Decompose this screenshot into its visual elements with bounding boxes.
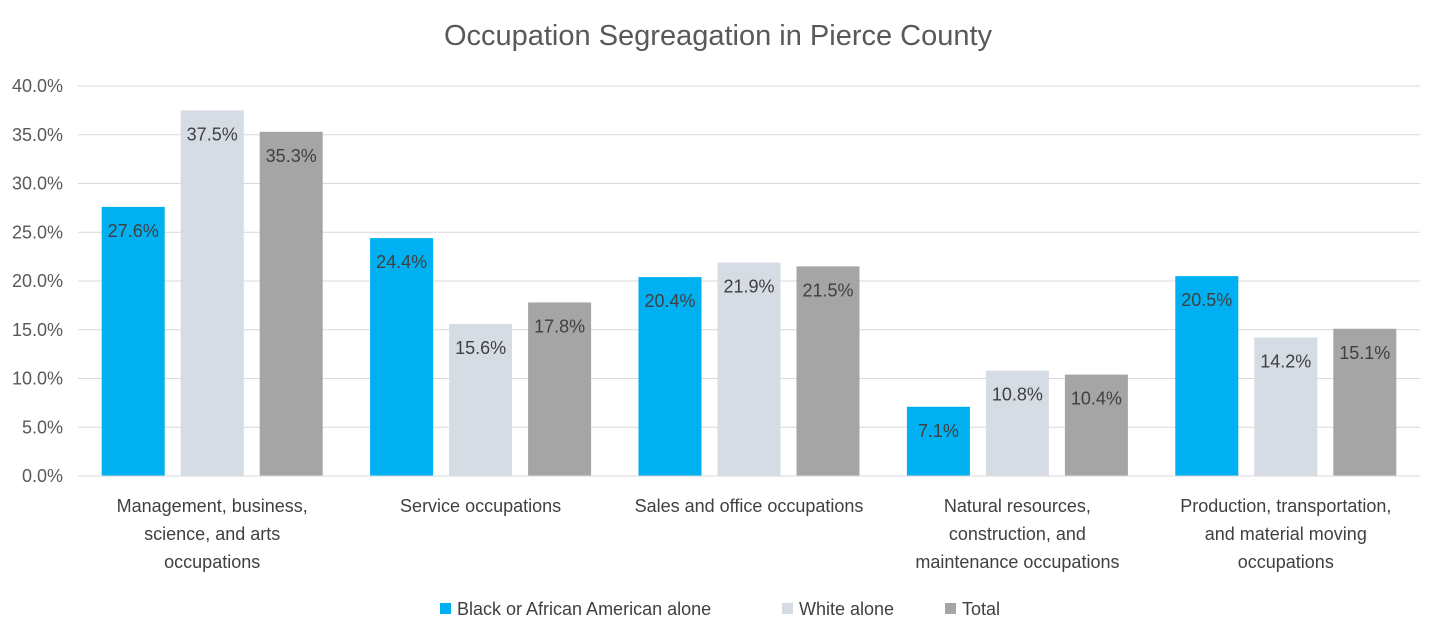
bar bbox=[259, 131, 323, 476]
data-label: 21.5% bbox=[802, 280, 853, 300]
y-tick-label: 0.0% bbox=[22, 466, 63, 486]
data-labels: 27.6% 37.5% 35.3% 24.4% 15.6% 17.8% 20.4% 21.9%… bbox=[108, 124, 1391, 440]
data-label: 24.4% bbox=[376, 252, 427, 272]
x-category-label: Natural resources, construction, and maint… bbox=[915, 496, 1119, 572]
data-label: 21.9% bbox=[723, 276, 774, 296]
data-label: 20.4% bbox=[644, 291, 695, 311]
y-tick-label: 35.0% bbox=[12, 125, 63, 145]
data-label: 35.3% bbox=[266, 146, 317, 166]
chart-title: Occupation Segreagation in Pierce County bbox=[444, 20, 993, 52]
legend-label: Total bbox=[962, 599, 1000, 619]
x-category-label: Production, transportation, and material … bbox=[1180, 496, 1391, 572]
legend-swatch bbox=[945, 603, 956, 614]
bars bbox=[101, 110, 1397, 476]
bar bbox=[1333, 328, 1397, 476]
bar bbox=[796, 266, 860, 476]
y-axis: 0.0% 5.0% 10.0% 15.0% 20.0% 25.0% 30.0% 35.0% 40… bbox=[12, 76, 63, 486]
legend-label: White alone bbox=[799, 599, 894, 619]
data-label: 14.2% bbox=[1260, 352, 1311, 372]
bar bbox=[1175, 276, 1239, 476]
y-tick-label: 5.0% bbox=[22, 417, 63, 437]
y-tick-label: 30.0% bbox=[12, 174, 63, 194]
y-tick-label: 10.0% bbox=[12, 369, 63, 389]
data-label: 17.8% bbox=[534, 316, 585, 336]
legend-swatch bbox=[440, 603, 451, 614]
x-category-label: Sales and office occupations bbox=[635, 496, 864, 516]
data-label: 27.6% bbox=[108, 221, 159, 241]
y-tick-label: 25.0% bbox=[12, 222, 63, 242]
bar bbox=[717, 262, 781, 476]
data-label: 15.6% bbox=[455, 338, 506, 358]
x-category-label: Management, business, science, and arts oc… bbox=[117, 496, 308, 572]
bar bbox=[906, 406, 970, 476]
y-tick-label: 15.0% bbox=[12, 320, 63, 340]
y-tick-label: 40.0% bbox=[12, 76, 63, 96]
bar bbox=[985, 370, 1049, 476]
data-label: 10.4% bbox=[1071, 389, 1122, 409]
bar bbox=[101, 206, 165, 476]
data-label: 20.5% bbox=[1181, 290, 1232, 310]
data-label: 15.1% bbox=[1339, 343, 1390, 363]
data-label: 10.8% bbox=[992, 385, 1043, 405]
data-label: 37.5% bbox=[187, 124, 238, 144]
bar bbox=[180, 110, 244, 476]
bar bbox=[638, 277, 702, 476]
bar bbox=[1064, 374, 1128, 476]
bar bbox=[528, 302, 592, 476]
data-label: 7.1% bbox=[918, 421, 959, 441]
y-tick-label: 20.0% bbox=[12, 271, 63, 291]
bar bbox=[370, 238, 434, 476]
legend-swatch bbox=[782, 603, 793, 614]
bar bbox=[1254, 337, 1318, 476]
legend: Black or African American alone White alo… bbox=[440, 599, 1000, 619]
x-axis: Management, business, science, and arts oc… bbox=[78, 475, 1420, 572]
legend-label: Black or African American alone bbox=[457, 599, 711, 619]
bar bbox=[449, 323, 513, 476]
x-category-label: Service occupations bbox=[400, 496, 561, 516]
